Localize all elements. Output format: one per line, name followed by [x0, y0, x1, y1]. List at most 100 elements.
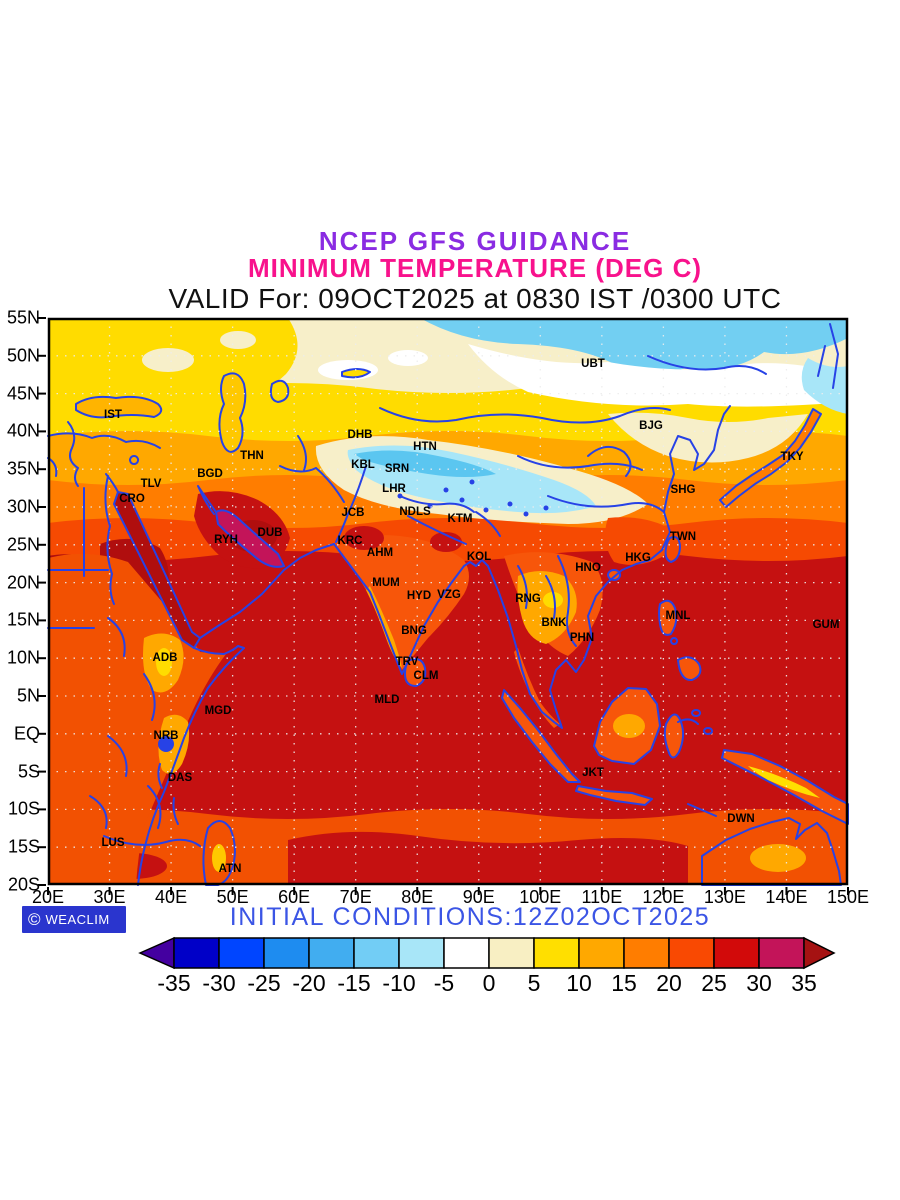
- lon-tick-label: 110E: [581, 887, 623, 907]
- station-label: PHN: [570, 632, 594, 644]
- lon-tick-label: 120E: [642, 887, 685, 907]
- station-label: BNG: [401, 625, 427, 637]
- lon-tick-label: 90E: [462, 887, 495, 907]
- station-label: HKG: [625, 552, 651, 564]
- station-label: TKY: [781, 451, 804, 463]
- lat-tick-label: 45N: [6, 383, 40, 404]
- page-title: NCEP GFS GUIDANCE: [318, 226, 632, 256]
- logo-text: WEACLIM: [45, 912, 110, 927]
- station-label: RYH: [214, 534, 238, 546]
- station-label: SRN: [385, 463, 409, 475]
- lat-tick-label: EQ: [13, 723, 40, 744]
- station-label: LHR: [382, 483, 406, 495]
- colorbar-tick-label: -30: [202, 970, 236, 996]
- station-label: SHG: [671, 484, 696, 496]
- colorbar-cell: [533, 937, 580, 969]
- lat-tick-label: 10N: [6, 647, 40, 668]
- station-label: BNK: [542, 617, 568, 629]
- colorbar-cell: [308, 937, 355, 969]
- colorbar-cell: [443, 937, 490, 969]
- station-label: IST: [104, 409, 122, 421]
- lat-tick-label: 35N: [6, 458, 40, 479]
- station-label: KBL: [351, 459, 375, 471]
- station-label: BGD: [197, 468, 223, 480]
- title-block: NCEP GFS GUIDANCE MINIMUM TEMPERATURE (D…: [55, 226, 895, 315]
- lat-tick-label: 50N: [6, 345, 40, 366]
- lon-tick-label: 30E: [93, 887, 126, 907]
- station-label: DHB: [348, 429, 373, 441]
- colorbar-scale: [138, 936, 836, 970]
- colorbar-tick-label: -25: [247, 970, 281, 996]
- station-label: CRO: [119, 493, 145, 505]
- colorbar-cell: [758, 937, 805, 969]
- station-label: GUM: [813, 619, 840, 631]
- station-label: TLV: [141, 478, 162, 490]
- station-label: CLM: [414, 670, 439, 682]
- colorbar-arrow: [803, 936, 836, 970]
- colorbar-cell: [218, 937, 265, 969]
- colorbar-cell: [353, 937, 400, 969]
- colorbar-tick-label: 35: [791, 970, 817, 996]
- lon-tick-label: 60E: [278, 887, 311, 907]
- axis-ticks: [38, 317, 849, 895]
- lon-tick-label: 150E: [826, 887, 870, 907]
- station-label: MLD: [375, 694, 400, 706]
- colorbar-tick-label: -20: [292, 970, 326, 996]
- station-label: RNG: [515, 593, 541, 605]
- colorbar-tick-label: 20: [656, 970, 682, 996]
- colorbar-tick-label: 30: [746, 970, 772, 996]
- station-label: DAS: [168, 772, 193, 784]
- station-label: THN: [240, 450, 264, 462]
- colorbar-tick-label: -10: [382, 970, 416, 996]
- colorbar-arrow: [138, 936, 175, 970]
- valid-time-line: VALID For: 09OCT2025 at 0830 IST /0300 U…: [168, 283, 782, 315]
- station-label: ATN: [219, 863, 242, 875]
- weaclim-logo: © WEACLIM: [22, 906, 126, 933]
- colorbar-cell: [623, 937, 670, 969]
- page-subtitle: MINIMUM TEMPERATURE (DEG C): [247, 253, 703, 284]
- station-label: TWN: [670, 531, 696, 543]
- coastlines: [47, 323, 839, 886]
- station-label: DWN: [727, 813, 754, 825]
- station-label: HNO: [575, 562, 601, 574]
- graticule: [48, 318, 848, 885]
- colorbar-tick-label: 0: [482, 970, 496, 996]
- station-label: TRV: [396, 656, 419, 668]
- station-label: HTN: [413, 441, 437, 453]
- colorbar-tick-labels: -35 -30 -25 -20 -15 -10 -5 0 5 10 15 20 25 30 35: [138, 970, 836, 1000]
- station-label: HYD: [407, 590, 431, 602]
- colorbar-cell: [713, 937, 760, 969]
- station-label: LUS: [102, 837, 125, 849]
- temperature-map: IST THN BGD TLV CRO RYH DUB DHB HTN KBL SRN LHR JCB N…: [38, 317, 849, 895]
- station-label: BJG: [639, 420, 663, 432]
- station-labels: IST THN BGD TLV CRO RYH DUB DHB HTN KBL SRN LHR JCB N…: [102, 358, 840, 875]
- station-label: KOL: [467, 551, 491, 563]
- colorbar-cell: [263, 937, 310, 969]
- lat-tick-label: 10S: [7, 798, 40, 819]
- initial-conditions-line: INITIAL CONDITIONS:12Z02OCT2025: [229, 903, 711, 931]
- colorbar-cell: [578, 937, 625, 969]
- station-label: DUB: [258, 527, 283, 539]
- colorbar-tick-label: -15: [337, 970, 371, 996]
- lon-tick-label: 50E: [216, 887, 249, 907]
- lat-tick-label: 5N: [16, 685, 40, 706]
- station-label: JKT: [582, 767, 604, 779]
- colorbar-tick-label: -5: [433, 970, 455, 996]
- station-label: UBT: [581, 358, 605, 370]
- colorbar-tick-label: 10: [566, 970, 592, 996]
- colorbar: [138, 936, 836, 970]
- station-label: NRB: [154, 730, 179, 742]
- longitude-axis: 20E 30E 40E 50E 60E 70E 80E 90E 100E 110E 120E 130E…: [32, 887, 869, 911]
- colorbar-cell: [398, 937, 445, 969]
- lat-tick-label: 20S: [7, 874, 40, 895]
- lat-tick-label: 5S: [17, 761, 40, 782]
- colorbar-tick-label: -35: [157, 970, 191, 996]
- colorbar-tick-label: 15: [611, 970, 637, 996]
- station-label: KTM: [448, 513, 473, 525]
- lon-tick-label: 140E: [765, 887, 808, 907]
- lat-tick-label: 40N: [6, 420, 40, 441]
- colorbar-cell: [173, 937, 220, 969]
- map-border: [47, 317, 849, 886]
- colorbar-tick-label: 25: [701, 970, 727, 996]
- lon-tick-label: 40E: [155, 887, 188, 907]
